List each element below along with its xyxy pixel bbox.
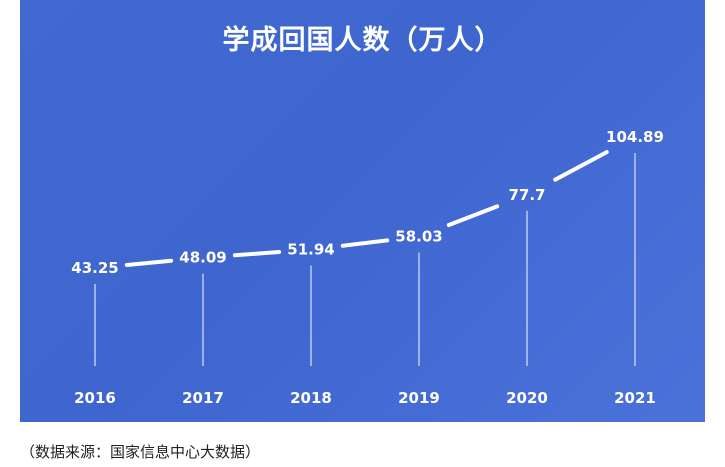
series-segment-2016-2017 <box>124 258 174 267</box>
source-note: （数据来源：国家信息中心大数据） <box>20 443 261 461</box>
chart-panel: 学成回国人数（万人） 43.25 48.09 51.94 58.03 77.7 104.8… <box>20 0 705 422</box>
data-label-2017: 48.09 <box>179 249 226 267</box>
data-label-2016: 43.25 <box>71 259 118 277</box>
chart-title: 学成回国人数（万人） <box>222 25 503 56</box>
x-tick-label-2016: 2016 <box>74 389 116 407</box>
data-label-2021: 104.89 <box>606 128 664 146</box>
data-label-2019: 58.03 <box>395 228 442 246</box>
x-tick-label-2017: 2017 <box>182 389 224 407</box>
data-label-2018: 51.94 <box>287 241 334 259</box>
series-segment-2019-2020 <box>446 204 500 228</box>
x-tick-label-2019: 2019 <box>398 389 440 407</box>
x-tick-label-2020: 2020 <box>506 389 548 407</box>
line-chart: 43.25 48.09 51.94 58.03 77.7 104.89 2016 2017 20… <box>71 128 664 407</box>
x-tick-label-2018: 2018 <box>290 389 332 407</box>
series-segment-2018-2019 <box>340 238 390 248</box>
series-segment-2020-2021 <box>553 150 609 182</box>
data-label-2020: 77.7 <box>508 186 545 204</box>
x-tick-label-2021: 2021 <box>614 389 656 407</box>
series-segment-2017-2018 <box>232 249 282 258</box>
